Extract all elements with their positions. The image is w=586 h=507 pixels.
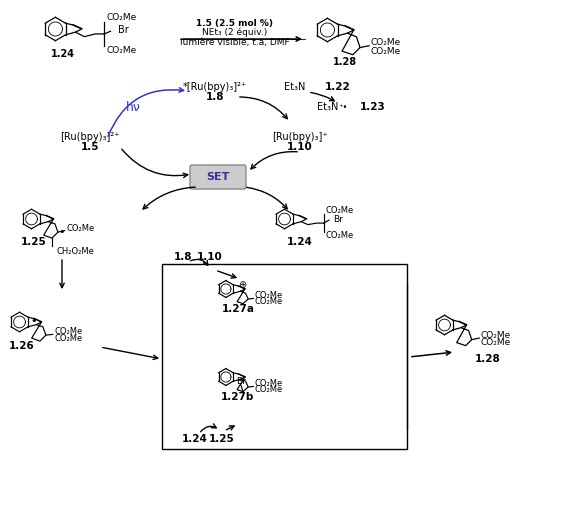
FancyBboxPatch shape	[190, 165, 246, 189]
Text: 1.24: 1.24	[51, 49, 75, 59]
Text: CO₂Me: CO₂Me	[55, 335, 83, 343]
Text: ⊕: ⊕	[239, 280, 247, 291]
Text: 1.25: 1.25	[21, 236, 47, 246]
Text: CO₂Me: CO₂Me	[107, 46, 137, 55]
Text: ⁺•: ⁺•	[338, 102, 347, 112]
Text: SET: SET	[206, 172, 230, 182]
Text: CO₂Me: CO₂Me	[255, 379, 283, 388]
Text: 1.24: 1.24	[182, 434, 208, 444]
Text: Et₃N: Et₃N	[316, 102, 338, 112]
Text: 1.25: 1.25	[209, 434, 235, 444]
Text: CO₂Me: CO₂Me	[326, 231, 354, 240]
Text: *[Ru(bpy)₃]²⁺: *[Ru(bpy)₃]²⁺	[183, 82, 247, 92]
Text: CO₂Me: CO₂Me	[255, 385, 283, 394]
Text: 1.22: 1.22	[325, 82, 351, 92]
Text: 1.8: 1.8	[174, 252, 192, 262]
Text: 1.28: 1.28	[475, 354, 501, 364]
Text: CO₂Me: CO₂Me	[326, 206, 354, 215]
Text: •: •	[59, 227, 65, 237]
Text: CO₂Me: CO₂Me	[255, 297, 283, 306]
Text: Et₃N: Et₃N	[284, 82, 305, 92]
Bar	[162, 264, 407, 449]
Text: [Ru(bpy)₃]⁺: [Ru(bpy)₃]⁺	[272, 132, 328, 142]
Text: CO₂Me: CO₂Me	[67, 224, 95, 233]
Text: CO₂Me: CO₂Me	[481, 338, 511, 347]
Text: CO₂Me: CO₂Me	[371, 47, 401, 56]
Text: 1.10: 1.10	[287, 142, 313, 152]
Text: CO₂Me: CO₂Me	[371, 38, 401, 47]
Text: 1.5: 1.5	[81, 142, 99, 152]
Text: 1.27b: 1.27b	[222, 391, 255, 402]
Text: 1.28: 1.28	[333, 56, 357, 66]
Text: CO₂Me: CO₂Me	[255, 292, 283, 300]
Text: CO₂Me: CO₂Me	[481, 331, 511, 340]
Text: 1.8: 1.8	[206, 92, 224, 102]
Text: 1.26: 1.26	[9, 341, 35, 351]
Text: 1.27a: 1.27a	[222, 304, 254, 313]
Text: 1.10: 1.10	[197, 252, 223, 262]
Text: 1.24: 1.24	[287, 236, 313, 246]
Text: lumière visible, t.a, DMF: lumière visible, t.a, DMF	[180, 38, 290, 47]
Text: hν: hν	[125, 100, 141, 114]
Text: [Ru(bpy)₃]²⁺: [Ru(bpy)₃]²⁺	[60, 132, 120, 142]
Text: 1.5 (2.5 mol %): 1.5 (2.5 mol %)	[196, 18, 274, 27]
Text: CH₂O₂Me: CH₂O₂Me	[57, 247, 95, 256]
Text: •: •	[30, 316, 36, 325]
Text: Br: Br	[236, 377, 246, 386]
Text: 1.23: 1.23	[360, 102, 386, 112]
Text: CO₂Me: CO₂Me	[107, 13, 137, 22]
Text: NEt₃ (2 équiv.): NEt₃ (2 équiv.)	[202, 27, 268, 37]
Text: CO₂Me: CO₂Me	[55, 327, 83, 336]
Text: Br: Br	[333, 215, 343, 224]
Text: Br: Br	[118, 25, 128, 35]
